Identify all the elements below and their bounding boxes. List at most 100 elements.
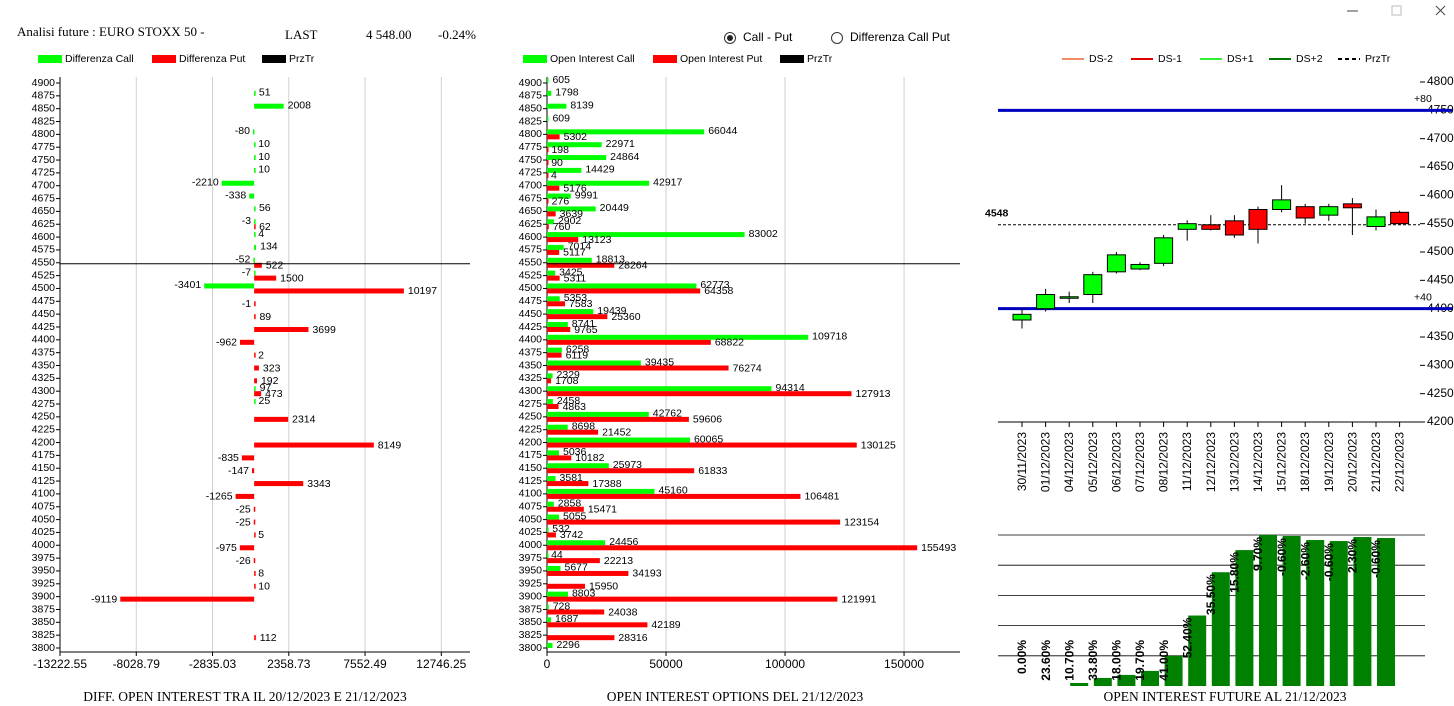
bar bbox=[547, 514, 560, 520]
bar bbox=[547, 270, 556, 276]
bar bbox=[547, 442, 857, 448]
value-label: 5055 bbox=[563, 510, 587, 522]
value-label: 83002 bbox=[749, 228, 778, 240]
value-label: 13123 bbox=[582, 234, 611, 246]
bar bbox=[547, 558, 600, 564]
value-label: 123154 bbox=[844, 516, 879, 528]
value-label: 121991 bbox=[841, 593, 876, 605]
y-tick-label: 4400 bbox=[519, 334, 543, 346]
y-tick-label: 4450 bbox=[32, 308, 56, 320]
y-tick-label: 4850 bbox=[32, 102, 56, 114]
x-tick-label: 50000 bbox=[649, 657, 683, 671]
bar bbox=[547, 224, 549, 230]
bar bbox=[1353, 537, 1372, 686]
value-label: 34193 bbox=[632, 568, 661, 580]
close[interactable] bbox=[1435, 5, 1446, 16]
x-tick-label: 07/12/2023 bbox=[1133, 432, 1147, 492]
value-label: 10 bbox=[258, 581, 270, 593]
maximize[interactable] bbox=[1391, 5, 1402, 16]
y-tick-label: 3875 bbox=[519, 603, 543, 615]
radio-call-put[interactable]: Call - Put bbox=[724, 30, 794, 44]
legend-swatch bbox=[262, 55, 286, 63]
value-label: 97 bbox=[260, 382, 272, 394]
value-label: 106481 bbox=[804, 491, 839, 503]
y-tick-label: 3975 bbox=[519, 552, 543, 564]
value-label: 64358 bbox=[704, 285, 733, 297]
y-tick-label: 4425 bbox=[519, 321, 543, 333]
bar bbox=[547, 155, 607, 161]
value-label: 6119 bbox=[566, 349, 589, 361]
bar bbox=[241, 455, 255, 461]
value-label: 2858 bbox=[558, 498, 582, 510]
radio-diff[interactable]: Differenza Call Put bbox=[831, 30, 951, 44]
bar bbox=[547, 450, 559, 456]
x-tick-label: 05/12/2023 bbox=[1086, 432, 1100, 492]
y-tick-label: 4675 bbox=[32, 192, 56, 204]
bar bbox=[254, 481, 304, 487]
value-label: 3639 bbox=[560, 208, 584, 220]
bar bbox=[254, 167, 256, 173]
value-label: 18.00% bbox=[1110, 640, 1124, 681]
value-label: 76274 bbox=[733, 362, 762, 374]
value-label: 22971 bbox=[606, 138, 635, 150]
value-label: 66044 bbox=[708, 125, 737, 137]
radio-label[interactable]: Differenza Call Put bbox=[850, 30, 950, 44]
bar bbox=[547, 347, 562, 353]
y-tick-label: 4725 bbox=[519, 167, 543, 179]
y-tick-label: 4250 bbox=[1427, 386, 1454, 400]
y-tick-label: 4375 bbox=[519, 346, 543, 358]
value-label: 3699 bbox=[312, 324, 336, 336]
bar bbox=[254, 391, 262, 397]
y-tick-label: 4375 bbox=[32, 346, 56, 358]
value-label: 60065 bbox=[694, 433, 723, 445]
y-tick-label: 4550 bbox=[1427, 216, 1454, 230]
x-tick-label: 06/12/2023 bbox=[1109, 432, 1123, 492]
y-tick-label: 4475 bbox=[32, 295, 56, 307]
y-tick-label: 4125 bbox=[32, 475, 56, 487]
y-tick-label: 4725 bbox=[32, 167, 56, 179]
value-label: 24456 bbox=[609, 536, 638, 548]
bar bbox=[254, 314, 256, 320]
bar bbox=[249, 193, 255, 199]
value-label: 192 bbox=[261, 375, 279, 387]
y-tick-label: 4875 bbox=[32, 90, 56, 102]
bar bbox=[239, 545, 255, 551]
y-tick-label: 4625 bbox=[32, 218, 56, 230]
value-label: 10 bbox=[258, 164, 270, 176]
value-label: 1500 bbox=[280, 272, 304, 284]
bar bbox=[547, 399, 553, 405]
value-label: 8698 bbox=[572, 420, 596, 432]
value-label: 42189 bbox=[651, 619, 680, 631]
bar bbox=[547, 257, 592, 263]
bar bbox=[1164, 655, 1183, 686]
bar bbox=[547, 116, 549, 122]
bar bbox=[547, 411, 649, 417]
bar bbox=[254, 262, 262, 268]
value-label: 10197 bbox=[408, 285, 437, 297]
value-label: 127913 bbox=[855, 388, 890, 400]
bar bbox=[547, 527, 549, 533]
candle-body bbox=[1342, 203, 1362, 209]
y-tick-label: 4700 bbox=[519, 180, 543, 192]
value-label: -25 bbox=[236, 504, 251, 516]
legend-label: Differenza Call bbox=[65, 53, 134, 65]
radio-label[interactable]: Call - Put bbox=[743, 30, 793, 44]
value-label: 112 bbox=[260, 632, 277, 644]
bar bbox=[547, 635, 615, 641]
x-tick-label: 2358.73 bbox=[267, 657, 311, 671]
bar bbox=[547, 404, 559, 410]
y-tick-label: 4150 bbox=[519, 462, 543, 474]
bar bbox=[547, 142, 602, 148]
value-label: -3 bbox=[242, 215, 251, 227]
y-tick-label: 4500 bbox=[1427, 244, 1454, 258]
value-label: 22213 bbox=[604, 555, 633, 567]
radio[interactable] bbox=[831, 32, 843, 44]
bar bbox=[547, 160, 549, 166]
y-tick-label: 3950 bbox=[519, 565, 543, 577]
value-label: 1687 bbox=[555, 613, 579, 625]
bar bbox=[547, 481, 589, 487]
value-label: 2 bbox=[258, 349, 264, 361]
x-tick-label: 21/12/2023 bbox=[1369, 432, 1383, 492]
bar bbox=[547, 501, 554, 507]
